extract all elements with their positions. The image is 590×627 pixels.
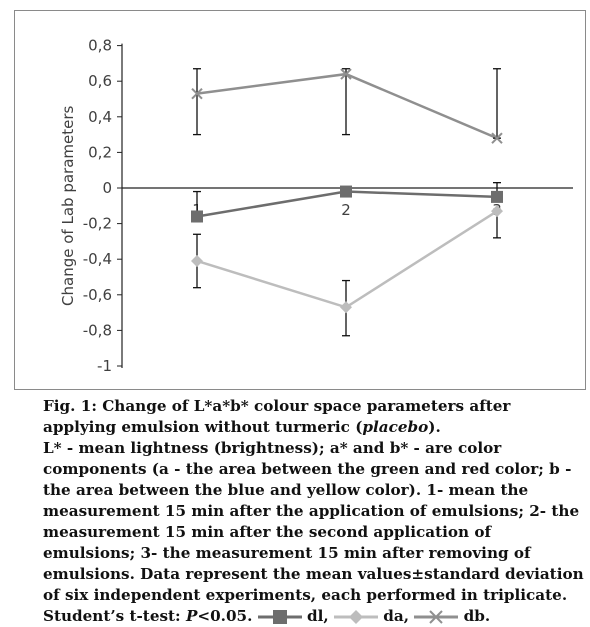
y-tick-label: -0,2 xyxy=(83,215,112,233)
caption-title-text: Fig. 1: Change of L*a*b* colour space pa… xyxy=(43,397,511,436)
legend-da-marker xyxy=(333,610,378,624)
caption-title-end: ). xyxy=(428,418,441,436)
point-db xyxy=(340,68,352,80)
legend-item-dl: dl, xyxy=(257,607,329,625)
figure-caption: Fig. 1: Change of L*a*b* colour space pa… xyxy=(43,396,588,627)
y-tick-label: -0,6 xyxy=(83,286,112,304)
y-tick-label: -1 xyxy=(97,357,112,375)
legend-da-label: da, xyxy=(383,607,410,625)
y-tick-label: 0 xyxy=(102,179,112,197)
caption-body: L* - mean lightness (brightness); a* and… xyxy=(43,438,588,627)
caption-body-text: L* - mean lightness (brightness); a* and… xyxy=(43,439,584,625)
point-db xyxy=(491,132,503,144)
series-line-db xyxy=(196,72,498,140)
point-db-stroke xyxy=(491,132,503,144)
point-da xyxy=(191,254,203,267)
x-tick-label: 2 xyxy=(341,201,351,219)
point-dl xyxy=(191,210,203,223)
chart-frame: 0,80,60,40,20-0,2-0,4-0,6-0,8-1123Change… xyxy=(14,10,586,390)
caption-title-italic: placebo xyxy=(362,418,429,436)
y-tick-label: -0,8 xyxy=(83,321,112,339)
line-chart: 0,80,60,40,20-0,2-0,4-0,6-0,8-1123Change… xyxy=(59,37,573,375)
y-tick-label: 0,8 xyxy=(88,37,112,55)
caption-p-italic: P xyxy=(185,607,198,625)
legend-item-da: da, xyxy=(333,607,410,625)
point-da xyxy=(340,301,352,314)
y-tick-label: -0,4 xyxy=(83,250,112,268)
caption-p-value: <0.05. xyxy=(197,607,253,625)
legend-db-label: db. xyxy=(463,607,491,625)
point-db-stroke xyxy=(191,87,203,100)
point-db xyxy=(191,87,203,100)
legend-dl-label: dl, xyxy=(306,607,329,625)
legend-db-marker xyxy=(414,610,459,624)
y-tick-label: 0,4 xyxy=(88,108,112,126)
legend-dl-marker xyxy=(257,610,302,624)
point-da xyxy=(491,205,503,218)
caption-title: Fig. 1: Change of L*a*b* colour space pa… xyxy=(43,396,588,438)
point-db-stroke xyxy=(340,68,352,80)
y-tick-label: 0,6 xyxy=(88,72,112,90)
series-line-da xyxy=(196,210,498,309)
point-dl xyxy=(340,185,352,198)
point-dl xyxy=(491,190,503,203)
y-tick-label: 0,2 xyxy=(88,143,112,161)
legend-item-db: db. xyxy=(414,607,490,625)
y-axis-title: Change of Lab parameters xyxy=(59,105,77,305)
